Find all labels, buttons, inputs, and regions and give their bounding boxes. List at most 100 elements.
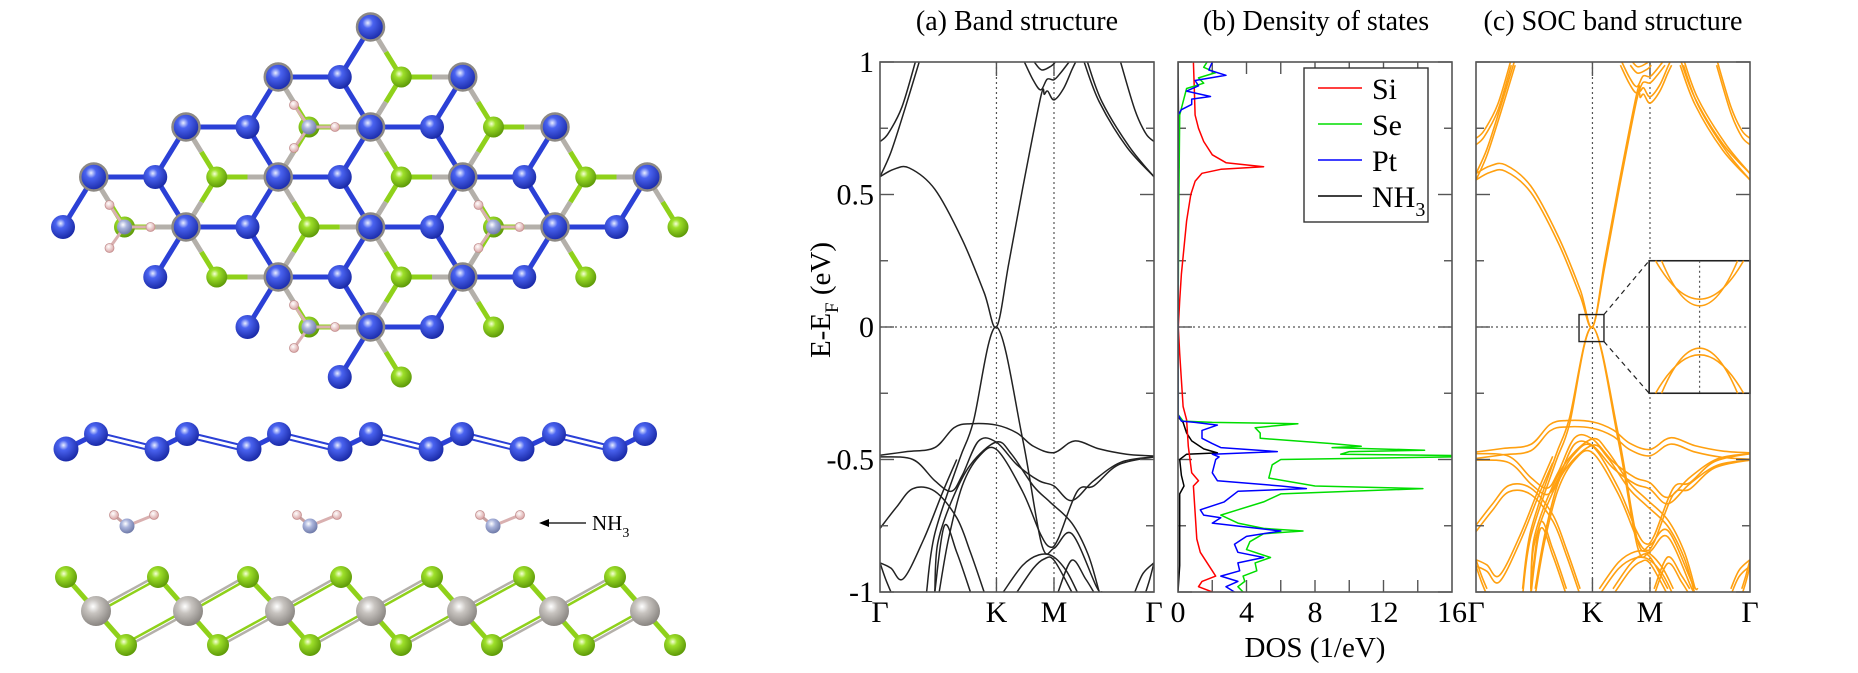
h-atom (292, 510, 302, 520)
x-tick-label-Γ: Γ (1467, 596, 1484, 629)
band-line-10 (880, 437, 1154, 502)
si-atom (235, 115, 260, 139)
pt-atom (356, 596, 386, 626)
legend-label-se: Se (1372, 109, 1402, 142)
band-line-3 (1619, 64, 1666, 94)
se-atom (513, 566, 535, 588)
band-line-5 (1679, 64, 1750, 181)
si-atom (420, 115, 444, 139)
n-atom (485, 518, 501, 534)
x-tick-label-Γ: Γ (1741, 596, 1758, 629)
se-atom (421, 566, 443, 588)
band-line-21 (1476, 565, 1487, 592)
si-atom (420, 215, 444, 239)
legend-label-nh3: NH3 (1372, 181, 1425, 221)
se-atom (483, 316, 504, 338)
h-atom (330, 322, 340, 332)
si-atom (327, 165, 352, 189)
panel-a-title: (a) Band structure (916, 6, 1118, 37)
si-atom-over-pt (448, 262, 478, 292)
band-line-5 (1083, 62, 1154, 178)
bands (1476, 62, 1750, 592)
band-line-8 (925, 326, 1103, 592)
inset-connector (1603, 260, 1650, 315)
band-line-11 (934, 440, 1100, 592)
se-atom (207, 634, 229, 656)
y-tick-label: 0.5 (837, 179, 875, 212)
band-line-19 (1730, 559, 1750, 590)
h-atom (145, 222, 156, 232)
band-line-9 (880, 422, 1154, 457)
dos-curve-se (1178, 62, 1452, 592)
x-tick-label: 4 (1239, 596, 1254, 629)
bands (880, 62, 1154, 592)
se-atom (55, 566, 77, 588)
band-line-1 (1476, 62, 1516, 174)
si-atom-over-pt (540, 112, 570, 142)
si-atom-over-pt (171, 112, 201, 142)
se-atom (604, 566, 626, 588)
band-structure-panel: Γ K M Γ 1 0.5 0 -0.5 -1 (827, 46, 1163, 629)
band-line-20 (1741, 565, 1750, 592)
se-atom (575, 266, 597, 288)
band-line-6 (1683, 62, 1750, 175)
band-line-12 (938, 446, 1154, 592)
si-atom-over-pt (355, 112, 386, 142)
band-line-21 (1476, 559, 1488, 590)
si-atom (267, 422, 291, 446)
band-line-4 (1033, 62, 1056, 71)
si-atom (327, 265, 352, 289)
band-line-14 (880, 459, 958, 581)
band-line-0 (1476, 64, 1673, 329)
h-atom (289, 300, 299, 310)
zoom-region-box (1578, 313, 1605, 343)
si-atom (542, 422, 566, 446)
x-tick-label: 16 (1437, 596, 1467, 629)
si-atom-over-pt (263, 162, 293, 192)
si-atom (175, 422, 199, 446)
se-atom (298, 216, 320, 238)
band-line-2 (880, 62, 917, 143)
si-atom (143, 165, 168, 189)
se-atom (575, 166, 597, 188)
si-atom (144, 436, 170, 462)
n-atom (117, 219, 132, 235)
band-line-9 (1476, 425, 1750, 461)
se-atom (115, 634, 137, 656)
n-atom (301, 119, 317, 135)
si-atom (236, 436, 262, 462)
band-line-2 (1476, 64, 1513, 146)
h-atom (473, 200, 484, 210)
band-line-14 (1476, 462, 1554, 584)
si-atom (327, 65, 352, 89)
si-atom (633, 422, 657, 446)
si-atom-over-pt (355, 312, 386, 342)
band-line-21 (880, 562, 892, 592)
h-atom (473, 243, 484, 253)
si-atom (512, 165, 537, 189)
band-line-9 (1476, 419, 1750, 454)
h-atom (515, 510, 525, 520)
band-line-1 (880, 62, 920, 178)
y-tick-label: -1 (849, 576, 874, 609)
x-tick-label: 8 (1308, 596, 1323, 629)
dos-panel: 0 4 8 12 16 (1171, 61, 1467, 629)
legend-label-pt: Pt (1372, 145, 1398, 178)
si-atom (359, 422, 383, 446)
si-atom-over-pt (355, 212, 386, 242)
si-atom-over-pt (448, 62, 478, 92)
pt-atom (447, 596, 477, 626)
si-atom-over-pt (355, 12, 386, 42)
x-axis-label-dos: DOS (1/eV) (1245, 632, 1386, 664)
se-atom (667, 216, 689, 238)
band-line-8 (1521, 326, 1699, 591)
h-atom (289, 343, 299, 353)
band-line-12 (1534, 449, 1750, 592)
plot-frame (1177, 61, 1453, 593)
se-atom (481, 634, 503, 656)
si-atom-over-pt (263, 62, 293, 92)
dos-curve-pt (1178, 62, 1308, 592)
band-line-18 (1653, 556, 1691, 590)
